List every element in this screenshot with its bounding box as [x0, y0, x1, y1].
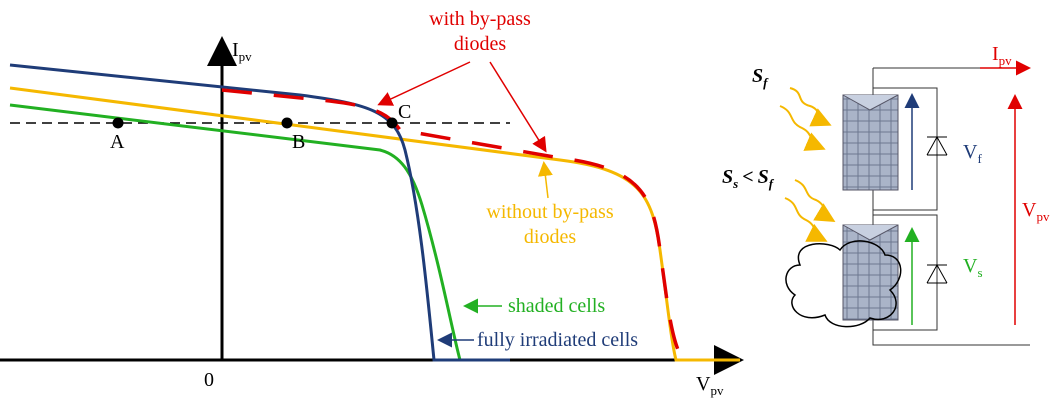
- without-bypass-label: without by-pass diodes: [486, 201, 613, 248]
- panel: [842, 94, 899, 191]
- current-label: Ipv: [992, 43, 1012, 68]
- origin-label: 0: [204, 369, 214, 391]
- shaded-label: shaded cells: [508, 295, 605, 317]
- label-a: A: [110, 131, 125, 153]
- x-axis-label: Vpv: [696, 373, 724, 398]
- point-b: [281, 117, 293, 129]
- label-c: C: [398, 101, 411, 123]
- label-b: B: [292, 131, 305, 153]
- arrow: [489, 61, 547, 153]
- vpv-label: Vpv: [1022, 199, 1050, 224]
- light-arrows: [779, 87, 836, 242]
- fully-label: fully irradiated cells: [477, 329, 638, 351]
- fully-curve: [9, 63, 510, 362]
- wiring: [872, 67, 1030, 346]
- without-bypass-curve: [9, 86, 740, 362]
- vs-label: Vs: [963, 255, 983, 280]
- cloud: [785, 240, 902, 328]
- point-c: [386, 117, 398, 129]
- panel-cap: [842, 94, 899, 111]
- y-axis-label: Ipv: [232, 39, 252, 64]
- panel: [842, 224, 899, 321]
- ss-label: Ss < Sf: [722, 166, 775, 191]
- sf-label: Sf: [752, 65, 769, 90]
- arrow: [377, 61, 471, 106]
- panel-cap: [842, 224, 899, 241]
- with-bypass-curve: [221, 88, 684, 359]
- vf-label: Vf: [963, 141, 982, 166]
- point-a: [112, 117, 124, 129]
- arrow: [537, 161, 553, 199]
- shaded-curve: [9, 103, 510, 362]
- with-bypass-label: with by-pass diodes: [429, 8, 531, 55]
